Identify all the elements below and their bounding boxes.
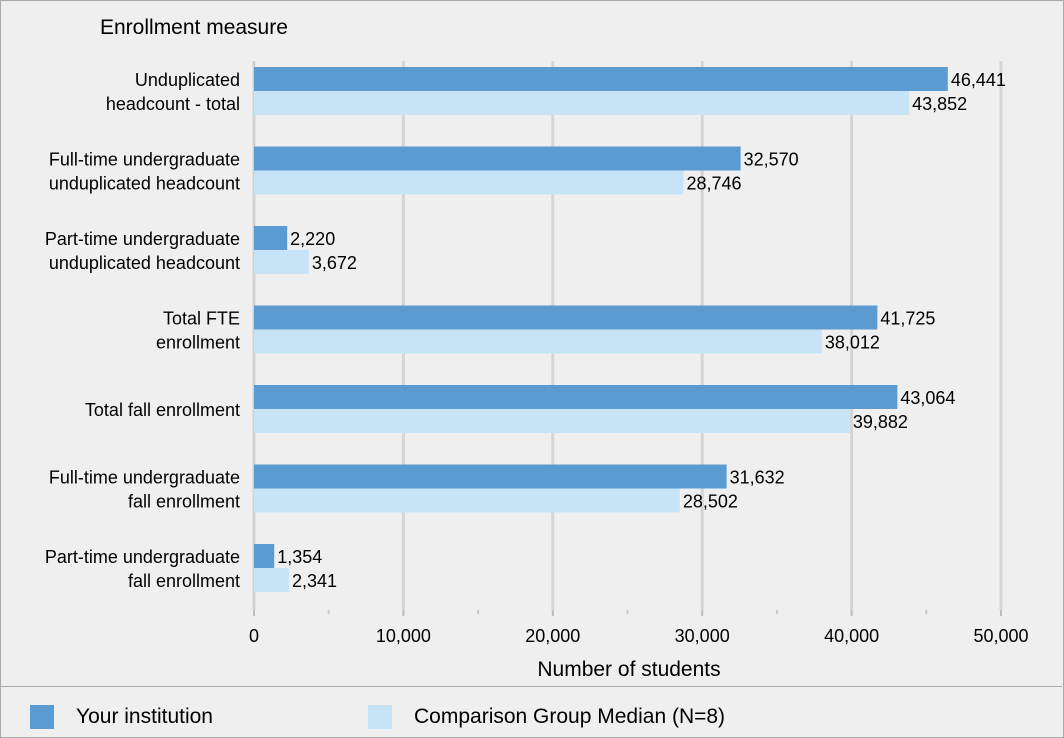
enrollment-bar-chart: Enrollment measure 46,44143,85232,57028,… (45, 16, 1029, 681)
value-label: 39,882 (853, 412, 908, 432)
legend-item-your-institution: Your institution (30, 703, 213, 731)
value-label: 31,632 (730, 468, 785, 488)
x-axis-title: Number of students (537, 658, 720, 681)
value-label: 46,441 (951, 70, 1006, 90)
bar-comparison-median (254, 568, 289, 592)
category-label: unduplicated headcount (49, 253, 240, 273)
bar-your-institution (254, 146, 741, 171)
bar-comparison-median (254, 409, 850, 433)
x-tick-label: 40,000 (824, 626, 879, 646)
category-label: fall enrollment (128, 571, 240, 591)
bar-your-institution (254, 305, 878, 330)
value-label: 28,502 (683, 492, 738, 512)
category-label: Total FTE (163, 309, 240, 329)
category-label: fall enrollment (128, 492, 240, 512)
bar-comparison-median (254, 91, 910, 115)
value-label: 32,570 (744, 150, 799, 170)
category-label: Total fall enrollment (85, 400, 240, 420)
bar-your-institution (254, 385, 898, 409)
bar-comparison-median (254, 329, 822, 354)
category-axis-title: Enrollment measure (100, 16, 288, 39)
bar-your-institution (254, 226, 288, 250)
legend-swatch-your-institution (30, 705, 54, 729)
x-tick-label: 50,000 (973, 626, 1028, 646)
value-label: 43,852 (912, 94, 967, 114)
legend-swatch-comparison-median (368, 705, 392, 729)
x-tick-label: 10,000 (376, 626, 431, 646)
bar-your-institution (254, 464, 727, 489)
category-labels: Unduplicated headcount - total Full-time u… (45, 70, 240, 591)
bar-comparison-median (254, 170, 684, 195)
x-ticks: 0 10,000 20,000 30,000 40,000 50,000 (249, 610, 1029, 646)
x-tick-label: 0 (249, 626, 259, 646)
category-label: Full-time undergraduate (49, 150, 240, 170)
legend-divider (0, 686, 1062, 687)
value-label: 3,672 (312, 253, 357, 273)
bar-comparison-median (254, 250, 309, 274)
category-label: Part-time undergraduate (45, 229, 240, 249)
category-label: Part-time undergraduate (45, 547, 240, 567)
category-label: Unduplicated (135, 70, 240, 90)
legend: Your institution Comparison Group Median… (0, 687, 1062, 737)
value-label: 1,354 (277, 547, 322, 567)
bar-comparison-median (254, 488, 680, 513)
x-tick-label: 30,000 (675, 626, 730, 646)
value-label: 38,012 (825, 333, 880, 353)
legend-label-your-institution: Your institution (76, 705, 213, 728)
value-label: 43,064 (900, 388, 955, 408)
bar-your-institution (254, 544, 275, 568)
category-label: Full-time undergraduate (49, 468, 240, 488)
value-label: 28,746 (686, 174, 741, 194)
category-label: enrollment (156, 333, 240, 353)
legend-item-comparison-median: Comparison Group Median (N=8) (368, 703, 725, 731)
legend-label-comparison-median: Comparison Group Median (N=8) (414, 705, 726, 728)
value-label: 2,220 (290, 229, 335, 249)
category-label: unduplicated headcount (49, 174, 240, 194)
x-tick-label: 20,000 (525, 626, 580, 646)
bar-your-institution (254, 67, 948, 91)
value-label: 41,725 (880, 309, 935, 329)
value-label: 2,341 (292, 571, 337, 591)
category-label: headcount - total (106, 94, 240, 114)
